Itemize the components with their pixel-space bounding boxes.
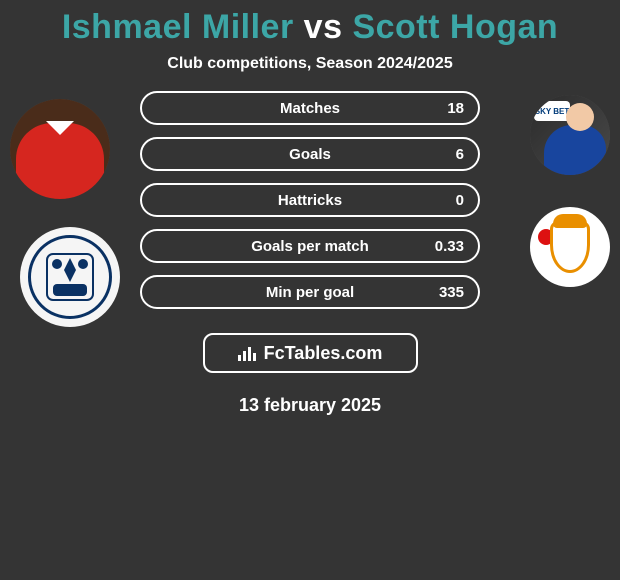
player2-name: Scott Hogan: [352, 8, 558, 46]
player2-head: [566, 103, 594, 131]
player1-club-crest: [20, 227, 120, 327]
player1-avatar: [10, 99, 110, 199]
crest-shield-top: [553, 214, 587, 228]
page-title: Ishmael Miller vs Scott Hogan: [0, 8, 620, 47]
comparison-body: SKY BET: [0, 91, 620, 351]
skybet-card: SKY BET: [534, 101, 570, 121]
player1-name: Ishmael Miller: [62, 8, 294, 46]
tranmere-crest-ring: [28, 235, 112, 319]
stat-right-value: 6: [456, 139, 464, 169]
mkdons-crest-inner: [530, 207, 610, 287]
stat-label: Goals per match: [142, 231, 478, 261]
stat-bars: Matches 18 Goals 6 Hattricks 0 Goals per…: [140, 91, 480, 321]
stat-label: Min per goal: [142, 277, 478, 307]
stat-label: Matches: [142, 93, 478, 123]
comparison-infographic: Ishmael Miller vs Scott Hogan Club compe…: [0, 0, 620, 416]
stat-right-value: 0: [456, 185, 464, 215]
stat-row-min-per-goal: Min per goal 335: [140, 275, 480, 309]
crest-shield-icon: [550, 221, 590, 273]
vs-text: vs: [304, 8, 343, 46]
stat-right-value: 0.33: [435, 231, 464, 261]
stat-row-hattricks: Hattricks 0: [140, 183, 480, 217]
player2-photo: SKY BET: [530, 95, 610, 175]
stat-label: Goals: [142, 139, 478, 169]
stat-label: Hattricks: [142, 185, 478, 215]
stat-row-matches: Matches 18: [140, 91, 480, 125]
subtitle: Club competitions, Season 2024/2025: [0, 55, 620, 73]
stat-row-goals: Goals 6: [140, 137, 480, 171]
player2-avatar: SKY BET: [530, 95, 610, 175]
stat-right-value: 18: [447, 93, 464, 123]
player2-shirt: [544, 125, 606, 175]
tranmere-crest-icon: [43, 250, 97, 304]
player1-jersey: [10, 99, 110, 199]
player2-club-crest: [530, 207, 610, 287]
date-text: 13 february 2025: [0, 395, 620, 416]
stat-row-goals-per-match: Goals per match 0.33: [140, 229, 480, 263]
stat-right-value: 335: [439, 277, 464, 307]
jersey-collar: [46, 121, 74, 135]
